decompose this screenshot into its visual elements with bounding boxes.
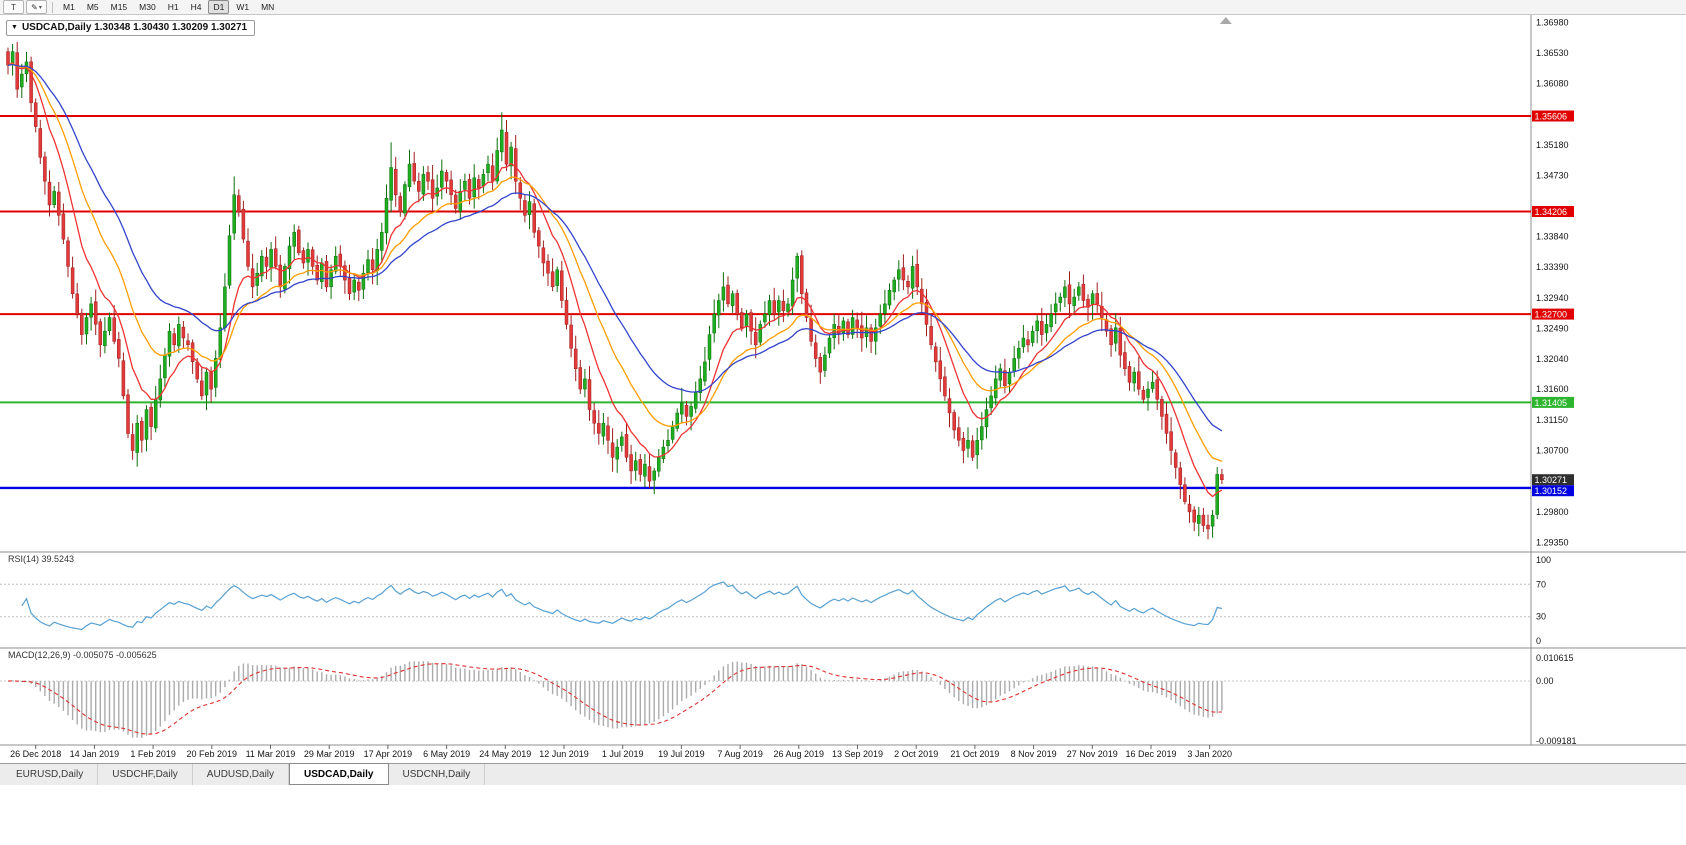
timeframe-button-w1[interactable]: W1 (236, 2, 250, 12)
chart-title-box: ▼ USDCAD,Daily 1.30348 1.30430 1.30209 1… (6, 20, 256, 36)
tab-usdchf-daily[interactable]: USDCHF,Daily (98, 764, 193, 785)
svg-text:1 Jul 2019: 1 Jul 2019 (602, 749, 644, 759)
timeframe-button-m5[interactable]: M5 (86, 2, 99, 12)
svg-text:14 Jan 2019: 14 Jan 2019 (70, 749, 120, 759)
svg-text:16 Dec 2019: 16 Dec 2019 (1125, 749, 1176, 759)
svg-text:21 Oct 2019: 21 Oct 2019 (950, 749, 999, 759)
svg-text:70: 70 (1536, 579, 1546, 589)
svg-text:1.32490: 1.32490 (1536, 323, 1569, 333)
bottom-empty-area (0, 785, 1686, 845)
macd-histogram (11, 661, 1223, 738)
svg-text:1.30152: 1.30152 (1535, 486, 1568, 496)
svg-text:1 Feb 2019: 1 Feb 2019 (130, 749, 176, 759)
chart-canvas[interactable]: 1.36980 1.36530 1.36080 1.35180 1.34730 1.338… (0, 15, 1686, 763)
rsi-line (21, 581, 1223, 631)
ma-mid-line (7, 63, 1223, 463)
svg-text:1.36530: 1.36530 (1536, 48, 1569, 58)
macd-signal-line (7, 663, 1222, 735)
rsi-header: RSI(14) 39.5243 (8, 554, 74, 564)
ma-fast-line (7, 61, 1223, 498)
ma-slow-line (7, 63, 1223, 432)
toolbar-tool-buttons: T ✎ ▾ (3, 0, 47, 14)
timeframe-toolbar: M1 M5 M15 M30 H1 H4 D1 W1 MN (58, 0, 279, 14)
svg-text:30: 30 (1536, 612, 1546, 622)
svg-text:2 Oct 2019: 2 Oct 2019 (894, 749, 938, 759)
chart-shift-marker-icon (1219, 17, 1232, 24)
svg-text:1.33390: 1.33390 (1536, 262, 1569, 272)
draw-tool-button[interactable]: ✎ ▾ (26, 0, 47, 14)
timeframe-button-d1[interactable]: D1 (208, 0, 230, 14)
one-click-trading-expander-icon[interactable]: ▼ (11, 24, 18, 31)
svg-text:1.36080: 1.36080 (1536, 79, 1569, 89)
macd-panel: 0.010615 0.00 -0.009181 MACD(12,26,9) -0.00… (0, 650, 1577, 746)
macd-header: MACD(12,26,9) -0.005075 -0.005625 (8, 650, 157, 660)
svg-text:1.29800: 1.29800 (1536, 507, 1569, 517)
svg-text:26 Dec 2018: 26 Dec 2018 (10, 749, 61, 759)
svg-text:0.00: 0.00 (1536, 676, 1554, 686)
chevron-down-icon: ▾ (38, 4, 42, 11)
svg-text:1.36980: 1.36980 (1536, 17, 1569, 27)
svg-text:1.31600: 1.31600 (1536, 384, 1569, 394)
svg-text:1.35606: 1.35606 (1535, 112, 1568, 122)
panel-chrome (0, 15, 1686, 746)
timeframe-button-m30[interactable]: M30 (139, 2, 156, 12)
svg-text:1.32040: 1.32040 (1536, 354, 1569, 364)
chart-tab-bar: EURUSD,Daily USDCHF,Daily AUDUSD,Daily USDC… (0, 763, 1686, 785)
tab-audusd-daily[interactable]: AUDUSD,Daily (193, 764, 290, 785)
toolbar-separator (52, 1, 53, 13)
svg-text:12 Jun 2019: 12 Jun 2019 (539, 749, 589, 759)
svg-text:0.010615: 0.010615 (1536, 653, 1574, 663)
tab-usdcnh-daily[interactable]: USDCNH,Daily (389, 764, 486, 785)
svg-text:1.32700: 1.32700 (1535, 310, 1568, 320)
support-resistance-lines (0, 115, 1531, 490)
svg-text:-0.009181: -0.009181 (1536, 736, 1577, 746)
tab-usdcad-daily[interactable]: USDCAD,Daily (289, 763, 389, 785)
time-axis: 26 Dec 2018 14 Jan 2019 1 Feb 2019 20 Feb 2… (10, 745, 1232, 759)
svg-text:1.34206: 1.34206 (1535, 207, 1568, 217)
timeframe-button-mn[interactable]: MN (261, 2, 275, 12)
timeframe-button-m1[interactable]: M1 (63, 2, 75, 12)
svg-text:1.32940: 1.32940 (1536, 293, 1569, 303)
timeframe-button-h4[interactable]: H4 (190, 2, 202, 12)
svg-text:20 Feb 2019: 20 Feb 2019 (187, 749, 238, 759)
svg-text:7 Aug 2019: 7 Aug 2019 (717, 749, 763, 759)
svg-text:0: 0 (1536, 636, 1541, 646)
svg-text:26 Aug 2019: 26 Aug 2019 (774, 749, 825, 759)
svg-text:24 May 2019: 24 May 2019 (479, 749, 531, 759)
chart-title-ohlc: USDCAD,Daily 1.30348 1.30430 1.30209 1.3… (21, 22, 248, 33)
svg-text:1.34730: 1.34730 (1536, 171, 1569, 181)
svg-text:1.30271: 1.30271 (1535, 475, 1568, 485)
svg-text:6 May 2019: 6 May 2019 (423, 749, 470, 759)
timeframe-button-m15[interactable]: M15 (110, 2, 128, 12)
svg-text:1.31405: 1.31405 (1535, 398, 1568, 408)
svg-text:1.30700: 1.30700 (1536, 446, 1569, 456)
svg-text:3 Jan 2020: 3 Jan 2020 (1187, 749, 1232, 759)
svg-text:1.31150: 1.31150 (1536, 415, 1568, 425)
svg-text:100: 100 (1536, 555, 1551, 565)
svg-text:29 Mar 2019: 29 Mar 2019 (304, 749, 355, 759)
price-axis: 1.36980 1.36530 1.36080 1.35180 1.34730 1.338… (1536, 17, 1569, 547)
candlesticks (6, 41, 1224, 540)
svg-text:1.29350: 1.29350 (1536, 538, 1569, 548)
svg-text:27 Nov 2019: 27 Nov 2019 (1067, 749, 1118, 759)
svg-text:19 Jul 2019: 19 Jul 2019 (658, 749, 705, 759)
rsi-panel: 100 70 30 0 RSI(14) 39.5243 (0, 554, 1551, 646)
price-badges: 1.35606 1.34206 1.32700 1.31405 1.302711.301… (1532, 110, 1574, 497)
chart-window[interactable]: 1.36980 1.36530 1.36080 1.35180 1.34730 1.338… (0, 15, 1686, 763)
svg-text:17 Apr 2019: 17 Apr 2019 (364, 749, 413, 759)
text-tool-button[interactable]: T (3, 0, 24, 14)
svg-text:11 Mar 2019: 11 Mar 2019 (246, 749, 296, 759)
svg-text:13 Sep 2019: 13 Sep 2019 (832, 749, 883, 759)
svg-text:1.35180: 1.35180 (1536, 140, 1569, 150)
svg-text:8 Nov 2019: 8 Nov 2019 (1011, 749, 1057, 759)
svg-text:1.33840: 1.33840 (1536, 231, 1569, 241)
tab-eurusd-daily[interactable]: EURUSD,Daily (2, 764, 99, 785)
timeframe-button-h1[interactable]: H1 (167, 2, 179, 12)
toolbar: T ✎ ▾ M1 M5 M15 M30 H1 H4 D1 W1 MN (0, 0, 1686, 15)
